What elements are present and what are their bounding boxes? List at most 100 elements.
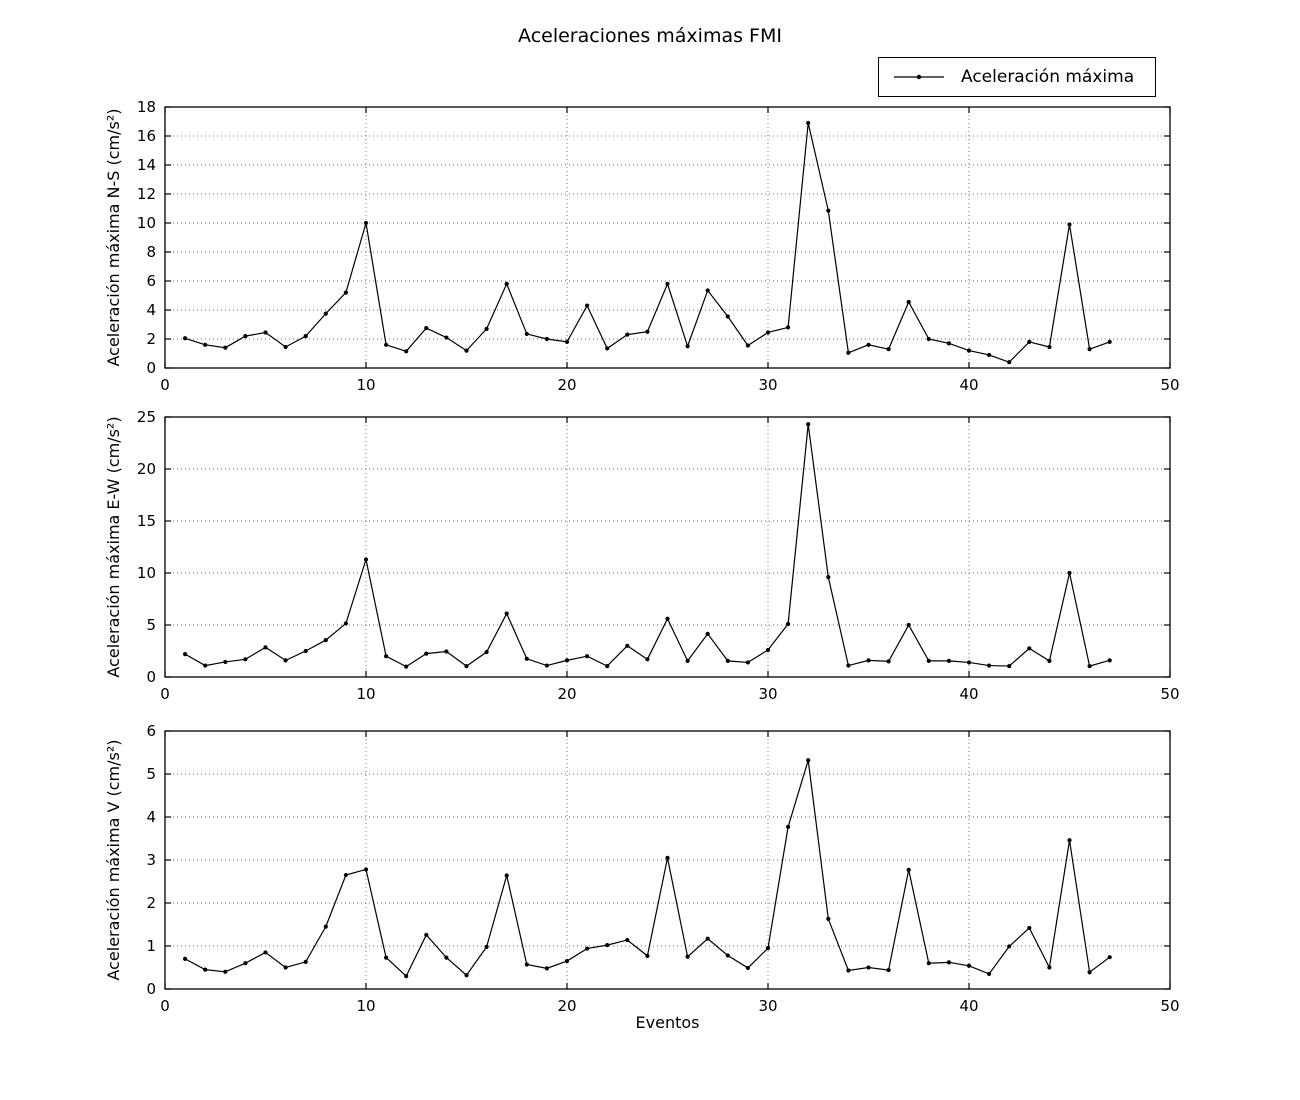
- y-tick-label: 12: [137, 185, 156, 203]
- x-tick-label: 50: [1160, 997, 1179, 1015]
- y-tick-label: 0: [146, 359, 156, 377]
- x-tick-label: 30: [758, 997, 777, 1015]
- data-point: [786, 824, 791, 829]
- y-tick-label: 3: [146, 851, 156, 869]
- data-point: [183, 336, 188, 341]
- data-point: [544, 336, 550, 342]
- data-point: [625, 332, 630, 337]
- data-point: [183, 652, 188, 657]
- data-point: [966, 963, 972, 968]
- data-point: [906, 622, 911, 628]
- data-point: [404, 974, 409, 979]
- data-point: [585, 303, 590, 308]
- data-point: [343, 621, 348, 626]
- data-point: [705, 936, 710, 941]
- y-tick-label: 8: [146, 243, 156, 261]
- y-tick-label: 15: [137, 512, 156, 530]
- data-point: [1067, 838, 1072, 843]
- data-point: [866, 965, 871, 970]
- data-point: [1027, 925, 1032, 931]
- y-tick-label: 0: [146, 668, 156, 686]
- data-point: [806, 120, 811, 126]
- data-point: [1067, 222, 1072, 227]
- data-point: [806, 758, 811, 763]
- subplot-v: 0 10 20 30 40 50 0 1 2 3 4 5 6 Aceleración máxima V (…: [104, 722, 1180, 1015]
- y-tick-label: 5: [146, 765, 156, 783]
- data-point: [564, 958, 570, 964]
- data-point: [343, 872, 348, 878]
- data-point: [203, 342, 208, 347]
- data-point: [605, 346, 610, 351]
- data-point: [404, 664, 409, 669]
- data-point: [203, 663, 208, 668]
- data-point: [1067, 570, 1072, 576]
- data-point: [966, 660, 972, 665]
- data-point: [1047, 965, 1052, 970]
- data-point: [283, 965, 288, 970]
- data-point: [263, 645, 268, 650]
- data-point: [685, 344, 690, 349]
- data-point: [705, 288, 710, 293]
- data-point: [1107, 339, 1112, 344]
- data-point: [685, 954, 690, 959]
- data-point: [665, 616, 670, 621]
- data-point: [625, 937, 630, 943]
- data-point: [625, 643, 630, 648]
- data-point: [725, 953, 730, 958]
- data-point: [363, 220, 369, 226]
- data-point: [1027, 339, 1032, 344]
- data-point: [504, 873, 509, 878]
- data-point: [303, 334, 308, 339]
- data-point: [384, 342, 389, 347]
- y-tick-label: 16: [137, 127, 156, 145]
- series-line-v: [184, 760, 1111, 978]
- data-point: [484, 944, 489, 949]
- data-point: [363, 867, 369, 872]
- data-point: [926, 336, 931, 342]
- x-tick-label: 10: [356, 376, 375, 394]
- data-point: [1007, 663, 1012, 669]
- data-point: [786, 325, 791, 330]
- data-point: [384, 654, 389, 659]
- ylabel-ew: Aceleración máxima E-W (cm/s²): [104, 416, 123, 677]
- legend-box: Aceleración máxima: [878, 57, 1156, 97]
- data-point: [524, 656, 529, 661]
- data-point: [263, 950, 268, 955]
- x-tick-label: 0: [160, 376, 170, 394]
- data-point: [966, 348, 972, 353]
- y-tick-label: 5: [146, 616, 156, 634]
- data-point: [283, 658, 288, 663]
- legend-label: Aceleración máxima: [961, 67, 1135, 87]
- x-tick-label: 30: [758, 376, 777, 394]
- data-point: [323, 924, 328, 929]
- data-point: [946, 960, 952, 965]
- x-tick-label: 50: [1160, 376, 1179, 394]
- data-point: [544, 663, 550, 668]
- data-point: [1107, 658, 1112, 663]
- x-tick-label: 20: [557, 376, 576, 394]
- series-line-ns: [184, 122, 1110, 363]
- data-point: [906, 867, 911, 872]
- x-tick-label: 20: [557, 997, 576, 1015]
- x-axis-title: Eventos: [635, 1013, 700, 1032]
- data-point: [303, 648, 308, 654]
- data-point: [806, 422, 811, 427]
- y-tick-label: 2: [146, 330, 156, 348]
- axes-border: [164, 106, 1171, 369]
- data-point: [323, 311, 328, 316]
- data-point: [826, 208, 831, 213]
- data-point: [987, 971, 992, 977]
- data-point: [946, 341, 952, 346]
- data-point: [444, 649, 449, 654]
- data-point: [846, 350, 851, 355]
- data-point: [243, 334, 248, 339]
- data-point: [283, 344, 288, 350]
- data-point: [1047, 658, 1052, 663]
- data-point: [243, 657, 248, 662]
- data-point: [745, 660, 751, 665]
- y-tick-label: 0: [146, 980, 156, 998]
- data-point: [404, 349, 409, 354]
- data-point: [564, 339, 570, 344]
- x-tick-label: 20: [557, 685, 576, 703]
